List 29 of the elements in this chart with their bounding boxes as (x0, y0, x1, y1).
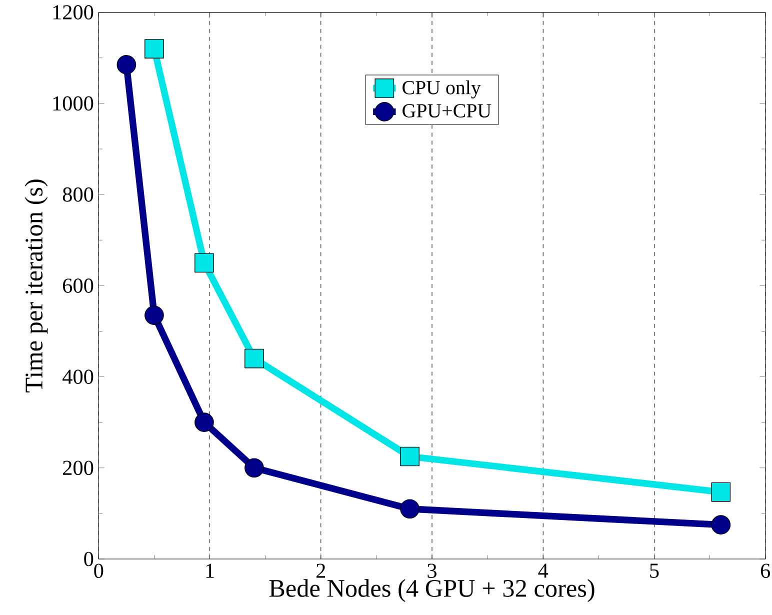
point (400, 499, 420, 519)
y-tick-label: 600 (63, 278, 94, 293)
legend-label: GPU+CPU (402, 104, 492, 118)
x-tick-label: 2 (316, 564, 326, 578)
x-tick-label: 6 (760, 564, 770, 578)
point (244, 348, 264, 368)
point (116, 55, 136, 74)
point (400, 446, 420, 466)
point (711, 482, 731, 502)
y-axis-title: Time per iteration (s) (24, 180, 48, 392)
point (194, 412, 214, 432)
point (144, 39, 164, 58)
point (711, 515, 731, 534)
x-axis-title: Bede Nodes (4 GPU + 32 cores) (269, 579, 594, 602)
x-tick-label: 0 (94, 564, 104, 578)
point (194, 253, 214, 273)
legend-label: CPU only (402, 80, 481, 98)
x-tick-label: 4 (538, 564, 548, 578)
y-tick-label: 1200 (53, 5, 94, 20)
y-tick-label: 200 (63, 460, 94, 476)
y-tick-label: 0 (84, 552, 94, 566)
point (144, 306, 164, 325)
y-tick-label: 1000 (53, 96, 94, 111)
x-tick-label: 3 (428, 564, 436, 578)
y-tick-label: 400 (62, 370, 94, 384)
x-tick-label: 1 (206, 564, 214, 578)
y-tick-label: 800 (62, 187, 94, 202)
x-tick-label: 5 (650, 564, 659, 578)
point (244, 458, 264, 478)
